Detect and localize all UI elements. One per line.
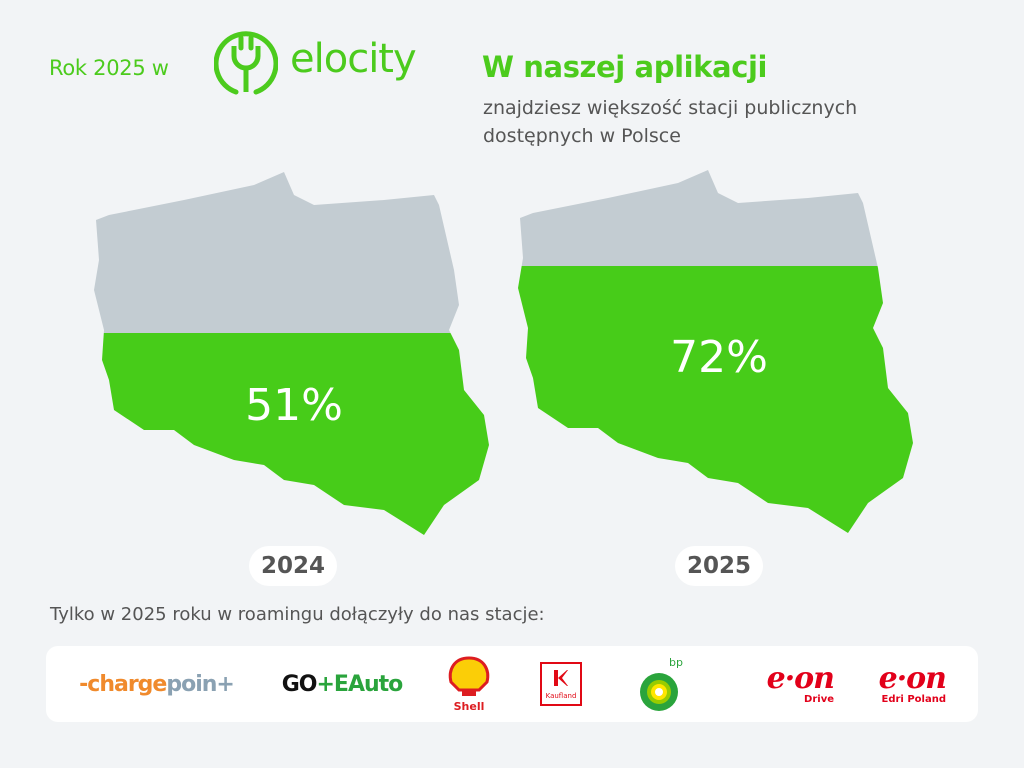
year-badge-2024: 2024	[249, 546, 338, 586]
brand-name: elocity	[290, 36, 417, 82]
svg-text:Kaufland: Kaufland	[546, 692, 577, 700]
poland-map-2024	[94, 172, 489, 535]
logo-kaufland: Kaufland	[536, 646, 586, 722]
logo-shell: Shell	[444, 646, 494, 722]
percent-2024: 51%	[245, 380, 343, 431]
poland-map-2025	[518, 170, 913, 533]
percent-2025: 72%	[670, 332, 768, 383]
plug-logo-icon	[214, 31, 278, 95]
logo-eon-edri: e·on Edri Poland	[878, 660, 947, 705]
kaufland-icon: Kaufland	[540, 662, 582, 706]
headline-title: W naszej aplikacji	[482, 50, 768, 84]
logo-eon-drive: e·on Drive	[766, 660, 835, 705]
shell-icon: Shell	[448, 656, 490, 713]
logo-bp: bp	[632, 646, 692, 722]
svg-text:bp: bp	[669, 656, 683, 669]
year-badge-2025: 2025	[675, 546, 764, 586]
roaming-note: Tylko w 2025 roku w roamingu dołączyły d…	[50, 604, 545, 625]
svg-text:Shell: Shell	[454, 700, 485, 713]
logo-chargepoint: -charge poin+	[79, 671, 235, 697]
partner-logos-bar: -charge poin+ GO +EAuto Shell Kaufland bp …	[46, 646, 978, 722]
logo-go-eauto: GO +EAuto	[281, 671, 404, 697]
headline-subtitle: znajdziesz większość stacji publicznych …	[483, 97, 858, 147]
bp-helios-icon: bp	[640, 656, 683, 711]
intro-text: Rok 2025 w	[49, 56, 169, 80]
